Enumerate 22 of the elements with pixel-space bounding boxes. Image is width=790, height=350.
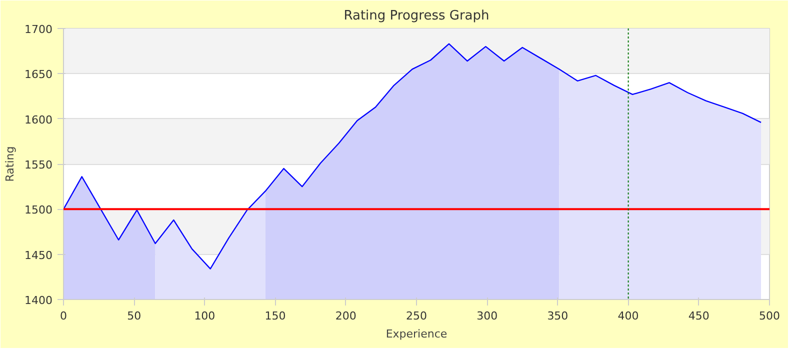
x-tick-label: 150 [264, 310, 286, 322]
y-tick-label: 1500 [24, 204, 53, 217]
x-tick-label: 100 [194, 310, 216, 322]
line-series [64, 43, 762, 270]
y-tick-label: 1650 [24, 68, 53, 82]
y-tick-label: 1700 [24, 23, 53, 36]
y-tick-label: 1550 [24, 158, 53, 172]
x-tick-label: 500 [759, 310, 780, 322]
y-tick-label: 1400 [24, 294, 53, 307]
x-tick-label: 50 [127, 310, 142, 322]
y-tick-label: 1450 [24, 248, 53, 262]
y-axis-title: Rating [4, 146, 17, 182]
y-tick-label: 1600 [24, 113, 53, 126]
chart-title: Rating Progress Graph [344, 8, 490, 24]
x-axis-title: Experience [386, 328, 448, 340]
x-tick-label: 250 [406, 310, 427, 322]
x-tick-label: 350 [547, 310, 568, 322]
x-tick-label: 400 [618, 310, 639, 322]
x-tick-label: 450 [688, 310, 710, 322]
x-tick-label: 300 [476, 310, 498, 322]
x-tick-label: 200 [335, 310, 356, 322]
x-tick-label: 0 [60, 310, 67, 322]
